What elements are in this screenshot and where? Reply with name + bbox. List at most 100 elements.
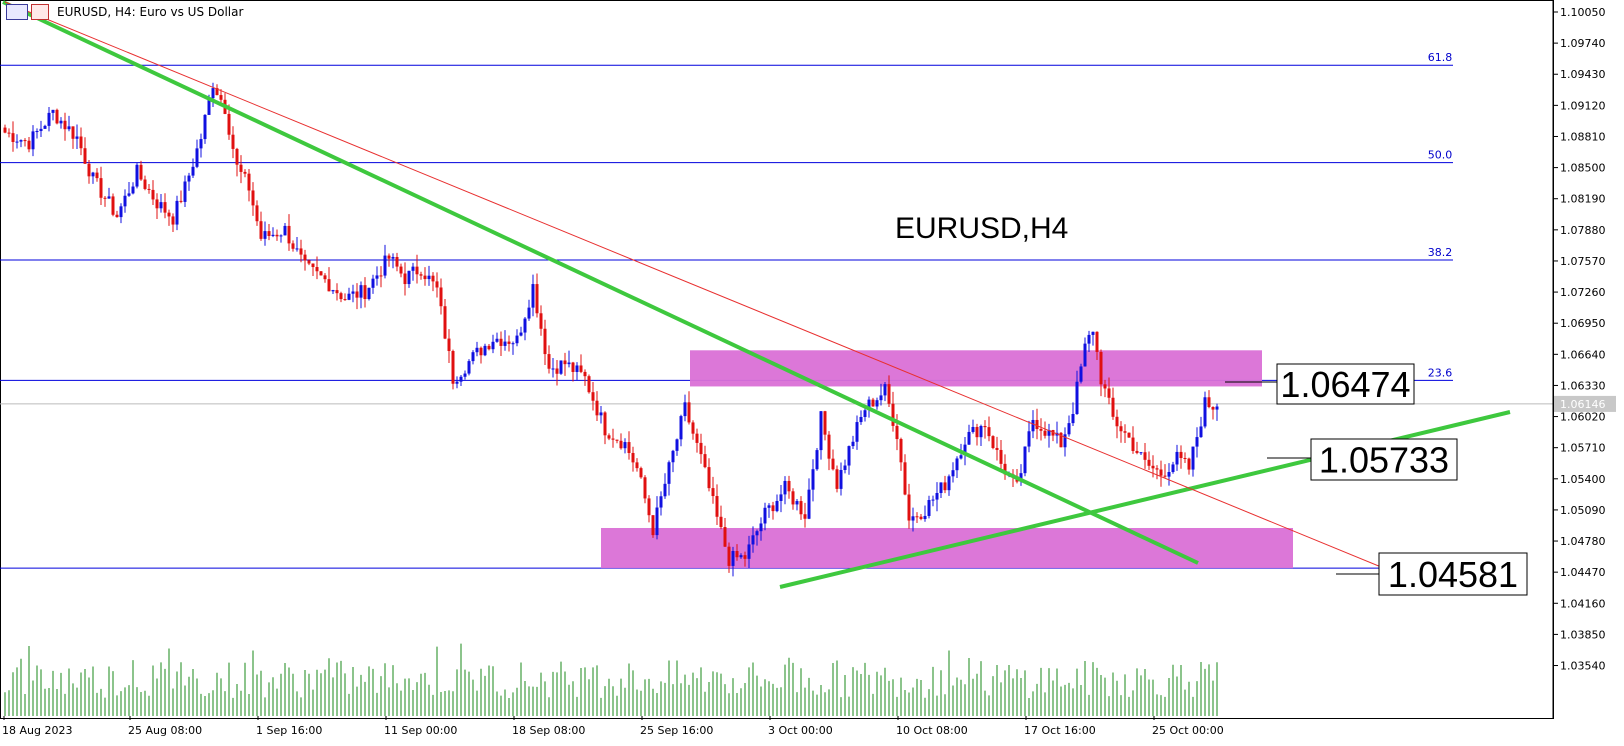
candle-body: [299, 248, 303, 255]
time-tick-label: 3 Oct 00:00: [768, 724, 833, 737]
candle-body: [83, 148, 87, 164]
candle-body: [559, 360, 563, 374]
chart-type-icon[interactable]: [6, 4, 28, 20]
candle-body: [519, 332, 523, 336]
candle-body: [875, 400, 879, 407]
candle-body: [575, 365, 579, 372]
candle-body: [907, 494, 911, 521]
candle-body: [311, 263, 315, 268]
candle-body: [691, 422, 695, 434]
candle-body: [703, 454, 707, 468]
candle-body: [31, 131, 35, 150]
candle-body: [663, 483, 667, 497]
candle-body: [579, 365, 583, 372]
candle-body: [227, 113, 231, 135]
candle-body: [59, 120, 63, 124]
candle-body: [71, 126, 75, 139]
candle-body: [327, 279, 331, 292]
candle-body: [1159, 469, 1163, 476]
level-label-text: 1.05733: [1319, 440, 1449, 481]
candle-body: [975, 426, 979, 438]
level-label-box: [1378, 552, 1528, 596]
candle-body: [279, 235, 283, 237]
candle-body: [895, 425, 899, 440]
candle-body: [543, 328, 547, 355]
candle-body: [1091, 331, 1095, 335]
candle-body: [383, 255, 387, 276]
time-tick-label: 11 Sep 00:00: [384, 724, 457, 737]
candle-body: [827, 434, 831, 459]
candle-body: [375, 275, 379, 279]
candle-body: [847, 446, 851, 466]
candle-body: [571, 362, 575, 372]
candle-body: [991, 436, 995, 448]
candle-body: [959, 455, 963, 459]
candle-body: [1115, 416, 1119, 427]
candle-body: [831, 458, 835, 470]
candle-body: [303, 254, 307, 261]
candle-body: [547, 354, 551, 369]
candle-body: [1035, 419, 1039, 429]
candle-body: [1071, 414, 1075, 424]
candle-body: [211, 88, 215, 99]
candle-body: [1043, 430, 1047, 436]
candle-body: [47, 112, 51, 126]
candle-body: [1211, 407, 1215, 410]
candle-body: [1111, 397, 1115, 417]
candle-body: [215, 88, 219, 96]
candle-body: [1019, 473, 1023, 482]
candle-body: [387, 255, 391, 259]
candle-body: [687, 402, 691, 423]
candle-body: [887, 384, 891, 404]
candle-body: [151, 189, 155, 200]
candle-body: [55, 109, 59, 124]
candle-body: [835, 469, 839, 489]
candle-body: [463, 373, 467, 377]
candle-body: [743, 555, 747, 559]
candle-body: [931, 499, 935, 501]
price-tick-label: 1.05090: [1560, 504, 1606, 517]
candle-body: [263, 231, 267, 239]
candle-body: [551, 368, 555, 370]
price-tick-label: 1.09740: [1560, 37, 1606, 50]
candle-body: [395, 256, 399, 267]
price-tick-label: 1.07880: [1560, 224, 1606, 237]
price-tick-label: 1.08190: [1560, 193, 1606, 206]
price-tick-label: 1.08500: [1560, 162, 1606, 175]
candle-body: [1139, 452, 1143, 454]
candle-body: [539, 313, 543, 329]
price-axis: 1.10050 1.09740 1.09430 1.09120 1.08810 1.085…: [1552, 0, 1616, 719]
candle-body: [267, 231, 271, 236]
candle-body: [707, 467, 711, 489]
price-tick-label: 1.08810: [1560, 130, 1606, 143]
candle-body: [1003, 463, 1007, 475]
candle-body: [247, 173, 251, 191]
candle-body: [987, 427, 991, 437]
candle-body: [323, 275, 327, 280]
candle-body: [155, 199, 159, 209]
candle-body: [15, 141, 19, 143]
candle-body: [99, 178, 103, 198]
candle-body: [635, 462, 639, 469]
candle-body: [647, 498, 651, 516]
candle-body: [615, 439, 619, 441]
candle-body: [755, 531, 759, 536]
candle-body: [863, 410, 867, 417]
candle-body: [871, 399, 875, 407]
bar-chart-icon[interactable]: [31, 4, 49, 20]
candle-body: [219, 95, 223, 100]
candle-body: [207, 98, 211, 115]
price-tick-label: 1.04780: [1560, 535, 1606, 548]
candle-body: [127, 193, 131, 196]
candle-body: [379, 275, 383, 277]
candle-body: [75, 136, 79, 139]
candle-body: [1047, 430, 1051, 436]
candle-body: [715, 496, 719, 517]
candle-body: [91, 172, 95, 177]
price-tick-label: 1.06640: [1560, 348, 1606, 361]
candle-body: [135, 164, 139, 187]
candle-body: [915, 516, 919, 518]
candle-body: [735, 551, 739, 558]
candle-body: [183, 181, 187, 202]
